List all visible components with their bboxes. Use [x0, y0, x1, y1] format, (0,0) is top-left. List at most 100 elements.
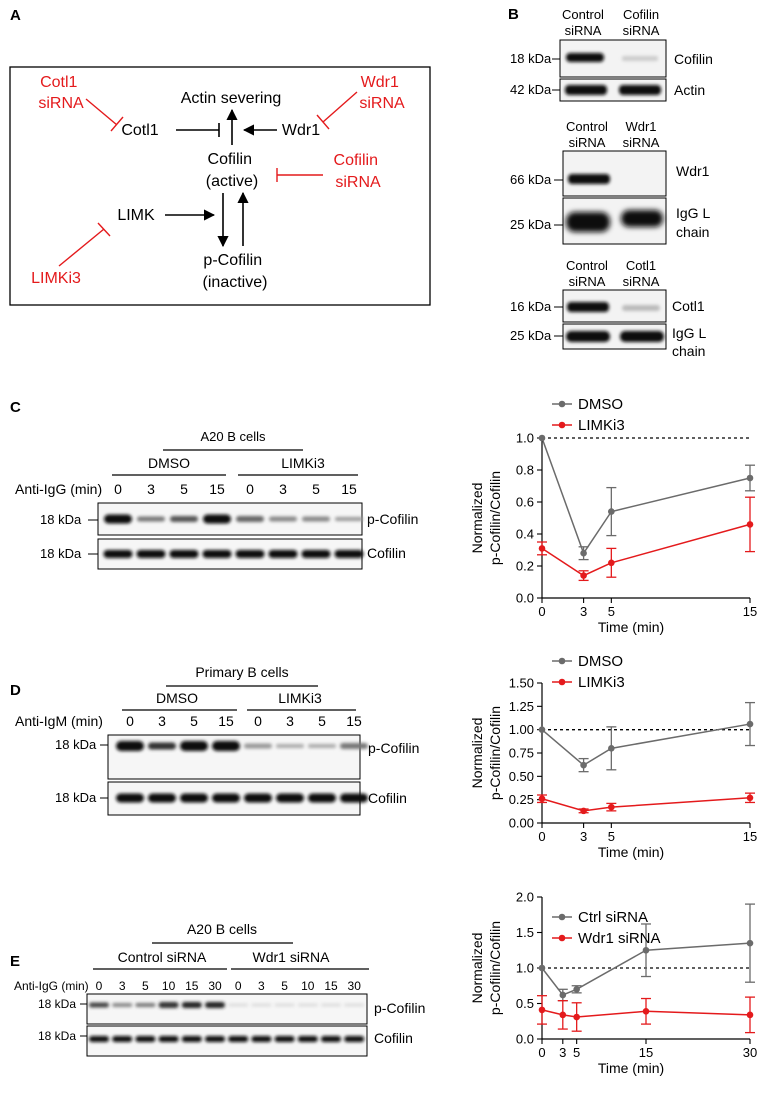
- legend-swatch-dot: [558, 934, 566, 942]
- series-line: [541, 437, 751, 555]
- blot-band: [244, 793, 272, 803]
- blot-band: [135, 1003, 156, 1007]
- blot-band: [297, 1036, 318, 1042]
- actin-severing-label: Actin severing: [181, 90, 282, 107]
- blot-band: [205, 1036, 225, 1042]
- blot1-actin-band-control: [565, 85, 607, 95]
- pathway-diagram-frame: [9, 66, 431, 306]
- blot1-kda-cofilin: 18 kDa: [510, 51, 552, 66]
- blot-band: [202, 550, 232, 558]
- d-label-cofilin: Cofilin: [368, 790, 407, 806]
- x-tick-label: 0: [538, 604, 545, 619]
- x-axis-label: Time (min): [598, 1060, 664, 1076]
- y-axis-label: Normalized p-Cofilin/Cofilin: [469, 706, 503, 800]
- y-tick-label: 1.00: [509, 722, 534, 737]
- blot1-label-cofilin: Cofilin: [674, 51, 713, 67]
- blot2-kda-igg: 25 kDa: [510, 217, 552, 232]
- panel-d-blot: Primary B cells DMSO LIMKi3 Anti-IgM (mi…: [15, 664, 419, 816]
- cotl1-label: Cotl1: [121, 122, 158, 139]
- x-tick-label: 5: [608, 829, 615, 844]
- blot-band: [112, 1036, 133, 1042]
- limk-label: LIMK: [117, 207, 155, 224]
- data-point: [538, 964, 546, 972]
- blot3-cotl1-band-sirna: [622, 305, 660, 311]
- lane-label: 15: [185, 979, 199, 993]
- c-label-cofilin: Cofilin: [367, 545, 406, 561]
- data-point: [746, 794, 754, 802]
- d-group-dmso: DMSO: [156, 690, 198, 706]
- e-label-pcofilin: p-Cofilin: [374, 1000, 425, 1016]
- e-group-wdr1: Wdr1 siRNA: [252, 949, 330, 965]
- blot1-actin-band-sirna: [619, 85, 661, 95]
- panel-c-blot: A20 B cells DMSO LIMKi3 Anti-IgG (min) 0…: [15, 429, 418, 570]
- e-pcofilin-membrane: [86, 993, 368, 1025]
- blot3-kda-igg: 25 kDa: [510, 328, 552, 343]
- x-tick-label: 15: [743, 604, 757, 619]
- d-pcofilin-bands: [116, 741, 368, 751]
- lane-label: 5: [180, 481, 188, 497]
- blot-band: [276, 744, 304, 748]
- p-cofilin-inactive-label: p-Cofilin (inactive): [203, 252, 268, 291]
- lane-label: 30: [348, 979, 362, 993]
- blot-band: [212, 793, 240, 803]
- data-point: [580, 761, 587, 769]
- wdr1-sirna-inhibitor: [316, 91, 358, 130]
- blot-band: [308, 744, 336, 748]
- d-treatment-label: Anti-IgM (min): [15, 713, 103, 729]
- e-label-cofilin: Cofilin: [374, 1030, 413, 1046]
- x-tick-label: 3: [559, 1045, 566, 1060]
- d-label-pcofilin: p-Cofilin: [368, 740, 419, 756]
- lane-label: 15: [346, 713, 362, 729]
- y-axis-label: Normalized p-Cofilin/Cofilin: [469, 921, 503, 1015]
- cotl1-sirna-label: Cotl1 siRNA: [38, 74, 84, 112]
- lane-label: 5: [312, 481, 320, 497]
- blot-band: [180, 793, 208, 803]
- blot-band: [116, 741, 144, 751]
- blot-band: [103, 550, 133, 558]
- blot-band: [135, 1036, 156, 1042]
- blot-band: [158, 1002, 179, 1008]
- limki3-inhibitor: [58, 222, 111, 267]
- blot2-wdr1-membrane: [562, 150, 667, 197]
- legend-label: Ctrl siRNA: [578, 909, 648, 926]
- lane-label: 15: [341, 481, 357, 497]
- c-cell-type: A20 B cells: [200, 429, 266, 444]
- panel-label-e: E: [10, 953, 20, 970]
- pathway-diagram: Cotl1 siRNA Wdr1 siRNA Actin severing Co…: [31, 74, 405, 291]
- blot3-control-col: Control siRNA: [566, 258, 608, 289]
- blot-band: [344, 1036, 365, 1042]
- x-tick-label: 3: [580, 829, 587, 844]
- x-tick-label: 5: [573, 1045, 580, 1060]
- c-group-dmso: DMSO: [148, 455, 190, 471]
- blot-band: [297, 1003, 318, 1007]
- blot3-cotl1-band-control: [567, 302, 609, 312]
- chart-d-pcofilin-timecourse: 0.00 0.25 0.50 0.75 1.00 1.25 1.50 0 3 5 15 Time (m…: [469, 653, 757, 860]
- data-point: [538, 726, 546, 733]
- panel-label-c: C: [10, 399, 21, 416]
- data-point: [580, 549, 587, 557]
- lane-label: 0: [96, 979, 103, 993]
- panel-label-b: B: [508, 6, 519, 23]
- cofilin-sirna-inhibitor: [276, 168, 323, 182]
- data-point: [538, 545, 546, 552]
- data-point: [608, 745, 615, 752]
- blot-band: [181, 1036, 202, 1042]
- panel-label-a: A: [10, 7, 21, 24]
- series-line: [541, 797, 751, 812]
- data-point: [573, 986, 580, 993]
- wdr1-sirna-label: Wdr1 siRNA: [359, 74, 405, 112]
- legend-swatch-dot: [558, 913, 566, 921]
- blot-band: [251, 1036, 272, 1042]
- e-cofilin-membrane: [86, 1025, 368, 1057]
- lane-label: 30: [208, 979, 222, 993]
- blot-band: [244, 743, 272, 749]
- data-point: [559, 1011, 567, 1019]
- d-lane-labels: 0 3 5 15 0 3 5 15: [126, 713, 362, 729]
- y-tick-label: 2.0: [516, 890, 534, 905]
- data-point: [642, 946, 650, 954]
- e-group-control: Control siRNA: [118, 949, 207, 965]
- cotl1-sirna-inhibitor: [85, 98, 124, 132]
- y-tick-label: 0.75: [509, 746, 534, 761]
